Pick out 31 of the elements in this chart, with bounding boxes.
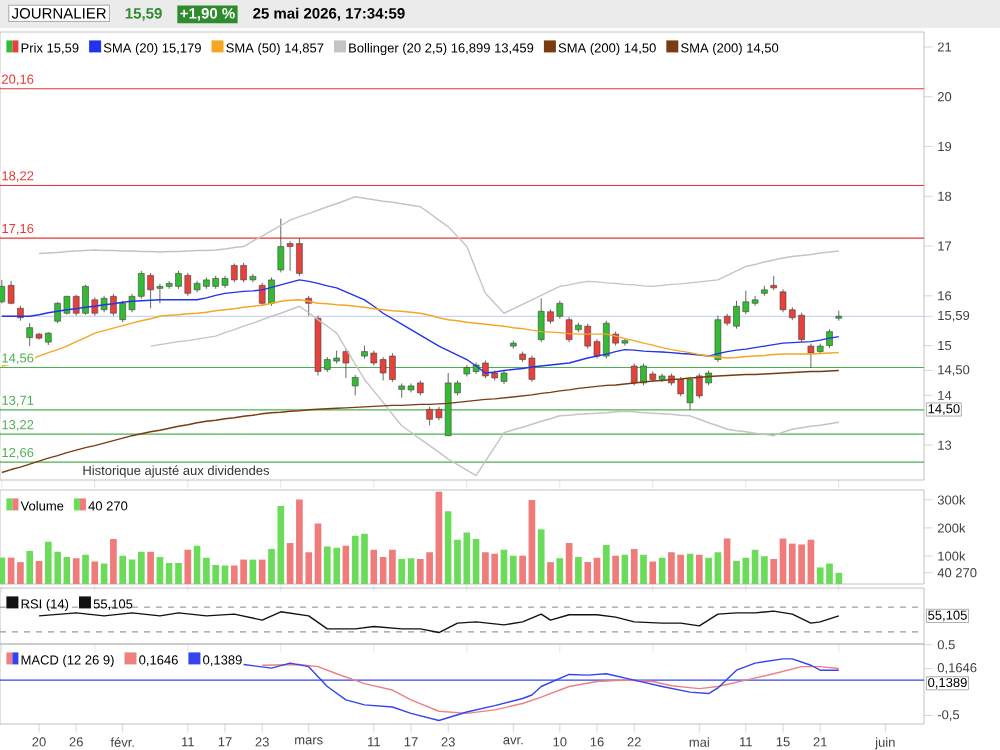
bar — [110, 539, 117, 585]
bar — [63, 557, 71, 585]
bar — [0, 557, 6, 585]
bar — [82, 554, 89, 585]
bar — [612, 555, 619, 585]
bar — [547, 562, 554, 585]
bar — [398, 559, 406, 585]
bar — [537, 529, 545, 585]
bar — [649, 561, 657, 585]
bar — [602, 545, 610, 585]
bar — [258, 559, 266, 585]
line-series — [261, 663, 840, 715]
bar — [137, 551, 145, 585]
bar — [314, 523, 322, 585]
candlestick — [351, 374, 359, 396]
bar — [630, 548, 638, 585]
bar — [575, 557, 582, 585]
bar — [565, 543, 573, 585]
bar — [370, 549, 378, 585]
bar — [156, 557, 164, 585]
bar — [184, 549, 192, 585]
bar — [584, 562, 592, 585]
bar — [91, 561, 99, 585]
bar — [72, 558, 80, 585]
bar — [695, 554, 703, 585]
bar — [147, 551, 154, 585]
bar — [640, 554, 647, 585]
bar — [556, 558, 564, 585]
bar — [35, 561, 43, 585]
bar — [119, 555, 127, 585]
bar — [509, 555, 517, 585]
